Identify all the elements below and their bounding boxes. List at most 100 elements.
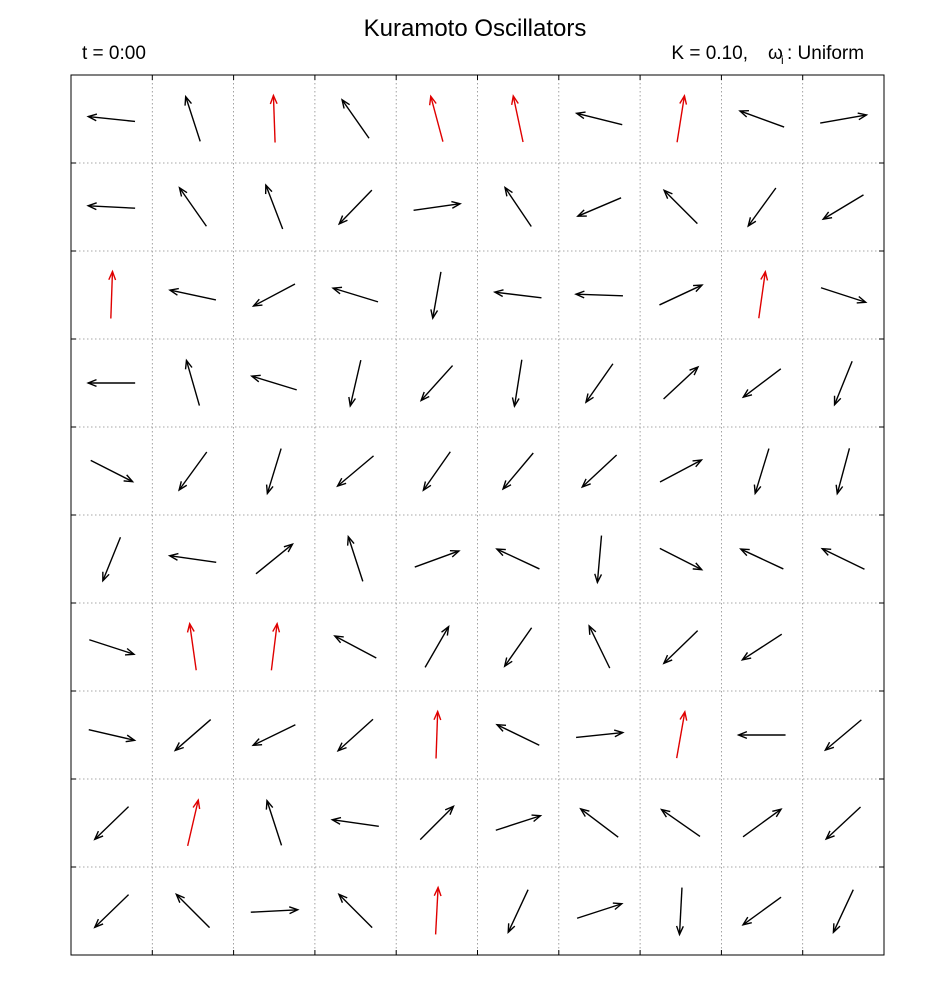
omega-subscript: i <box>781 53 784 67</box>
oscillator-arrows <box>86 93 869 937</box>
oscillator-arrow <box>659 808 701 838</box>
oscillator-arrow <box>584 363 614 404</box>
arrow-head <box>835 484 844 496</box>
arrow-head <box>823 741 835 752</box>
oscillator-arrow <box>662 189 698 225</box>
oscillator-arrow-synced <box>433 709 442 759</box>
oscillator-arrow <box>93 894 130 929</box>
arrow-shaft <box>347 536 364 582</box>
arrow-head <box>192 798 201 810</box>
arrow-head <box>184 358 193 370</box>
arrow-head <box>574 111 586 120</box>
omega-symbol: ω <box>768 43 783 64</box>
arrow-head <box>692 562 704 571</box>
arrow-head <box>692 459 704 468</box>
axis-ticks <box>71 75 884 955</box>
arrow-head <box>511 397 520 409</box>
arrow-shaft <box>741 633 783 661</box>
arrow-head <box>833 395 842 407</box>
arrow-shaft <box>265 184 284 230</box>
arrow-head <box>269 93 278 105</box>
oscillator-arrow <box>662 630 699 665</box>
arrow-head <box>251 738 263 747</box>
oscillator-arrow <box>821 194 864 221</box>
arrow-head <box>265 798 274 810</box>
arrow-head <box>501 480 512 491</box>
oscillator-arrow <box>820 287 868 304</box>
oscillator-arrow <box>264 183 284 230</box>
arrow-head <box>588 624 597 635</box>
oscillator-arrow-synced <box>108 269 117 319</box>
arrow-head <box>832 923 841 934</box>
oscillator-arrow <box>419 365 454 402</box>
arrow-head <box>86 378 97 388</box>
oscillator-arrow <box>824 806 862 841</box>
oscillator-arrow <box>736 730 786 740</box>
oscillator-arrow <box>663 365 700 400</box>
arrow-head <box>249 374 261 383</box>
oscillator-arrow <box>336 455 375 488</box>
oscillator-arrow <box>574 290 623 299</box>
arrow-shaft <box>663 630 699 664</box>
arrow-shaft <box>758 271 767 319</box>
arrow-head <box>679 93 688 105</box>
oscillator-arrow <box>86 113 136 123</box>
oscillator-arrow <box>501 452 534 491</box>
arrow-shaft <box>576 112 623 126</box>
oscillator-arrow <box>251 724 296 747</box>
arrow-shaft <box>821 548 865 570</box>
arrow-head <box>178 186 188 197</box>
oscillator-arrow <box>249 374 297 391</box>
arrow-shaft <box>588 625 611 669</box>
arrow-head <box>283 543 294 553</box>
oscillator-arrow <box>741 896 782 926</box>
arrow-shaft <box>659 547 703 571</box>
arrow-head <box>175 893 185 903</box>
arrow-shaft <box>110 271 114 319</box>
arrow-head <box>346 534 355 546</box>
arrow-head <box>738 109 749 118</box>
arrow-head <box>753 484 762 496</box>
arrow-shaft <box>188 623 197 671</box>
oscillator-arrow <box>86 378 136 388</box>
arrow-head <box>86 113 98 122</box>
oscillator-arrow <box>88 729 137 743</box>
oscillator-arrow <box>265 798 283 846</box>
arrow-head <box>821 211 833 221</box>
arrow-shaft <box>102 536 122 582</box>
oscillator-arrow <box>574 111 623 126</box>
oscillator-arrow <box>579 807 619 838</box>
arrow-shaft <box>504 187 532 227</box>
arrow-head <box>348 396 356 408</box>
arrow-shaft <box>742 896 782 926</box>
arrow-head <box>428 94 437 106</box>
oscillator-arrow <box>168 287 217 301</box>
arrow-shaft <box>576 903 623 919</box>
arrow-shaft <box>507 889 529 933</box>
arrow-shaft <box>252 724 296 746</box>
arrow-shaft <box>334 635 377 659</box>
arrow-shaft <box>575 293 623 297</box>
arrow-head <box>441 625 450 636</box>
arrow-head <box>337 215 348 226</box>
oscillator-arrow <box>184 94 201 142</box>
arrow-head <box>747 217 757 228</box>
arrow-shaft <box>266 800 283 846</box>
arrow-shaft <box>661 808 701 838</box>
arrow-shaft <box>577 197 622 217</box>
arrow-head <box>272 621 281 633</box>
arrow-head <box>186 621 195 633</box>
arrow-head <box>123 474 135 483</box>
arrow-head <box>108 269 117 281</box>
arrow-shaft <box>94 894 130 928</box>
arrow-head <box>580 478 591 489</box>
arrow-head <box>659 808 671 818</box>
oscillator-arrow-synced <box>270 621 281 671</box>
arrow-shaft <box>747 187 777 227</box>
oscillator-arrow <box>336 718 374 752</box>
oscillator-arrow <box>414 549 461 568</box>
oscillator-arrow <box>747 187 777 228</box>
arrow-shaft <box>349 359 362 407</box>
arrow-head <box>336 477 347 488</box>
